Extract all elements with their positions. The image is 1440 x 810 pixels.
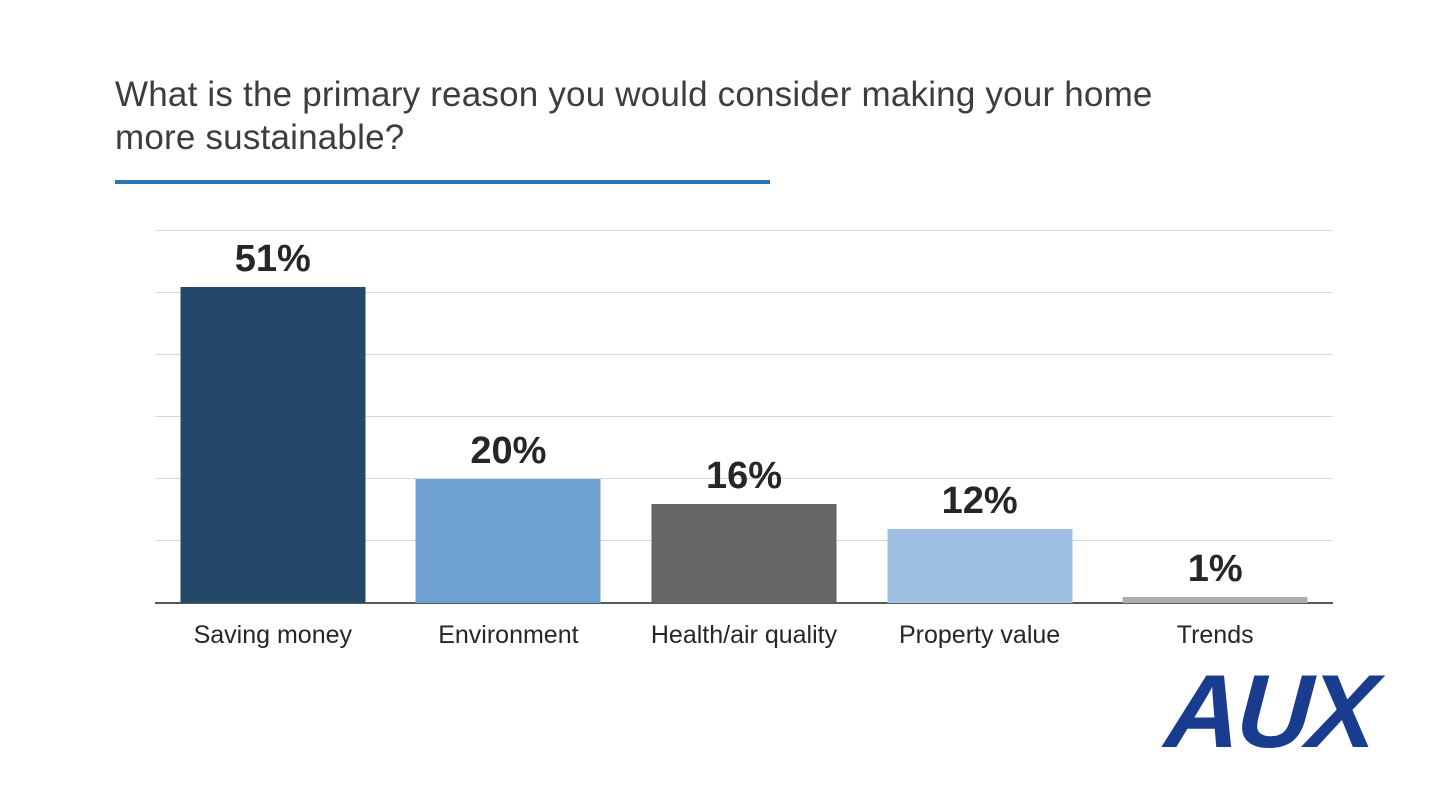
bar-trends — [1122, 596, 1308, 603]
bar-chart-plot-area: 51% Saving money 20% Environment 16% Health/a… — [155, 230, 1333, 649]
bar-value-label-health-air-quality: 16% — [705, 454, 783, 497]
bar-slot-saving-money: 51% Saving money — [155, 231, 391, 649]
bar-slot-property-value: 12% Property value — [862, 231, 1098, 649]
bar-slot-trends: 1% Trends — [1097, 231, 1333, 649]
bar-environment — [415, 479, 601, 603]
title-underline — [115, 180, 770, 184]
gridline — [155, 416, 1333, 417]
bar-value-label-property-value: 12% — [941, 479, 1018, 522]
x-axis-line — [155, 602, 1333, 604]
gridline — [155, 230, 1333, 231]
gridline — [155, 354, 1333, 355]
bar-category-label-trends: Trends — [1176, 621, 1254, 649]
gridline — [155, 478, 1333, 479]
bar-category-label-saving-money: Saving money — [193, 621, 353, 649]
bar-category-label-property-value: Property value — [898, 621, 1061, 649]
chart-title-line-1: What is the primary reason you would con… — [115, 75, 1153, 114]
bar-value-label-environment: 20% — [470, 430, 547, 472]
bar-value-label-saving-money: 51% — [234, 237, 311, 280]
gridline — [155, 292, 1333, 293]
aux-logo: AUX — [1162, 654, 1379, 770]
bar-property-value — [887, 528, 1073, 603]
bar-health-air-quality — [651, 503, 837, 603]
chart-title-line-2: more sustainable? — [115, 118, 405, 157]
bar-saving-money — [180, 286, 366, 603]
bar-slot-health-air-quality: 16% Health/air quality — [626, 231, 862, 649]
bar-category-label-health-air-quality: Health/air quality — [650, 621, 838, 649]
chart-title: What is the primary reason you would con… — [115, 73, 1335, 159]
bar-slot-environment: 20% Environment — [391, 231, 627, 649]
bar-value-label-trends: 1% — [1187, 547, 1243, 590]
bar-category-label-environment: Environment — [438, 621, 579, 649]
